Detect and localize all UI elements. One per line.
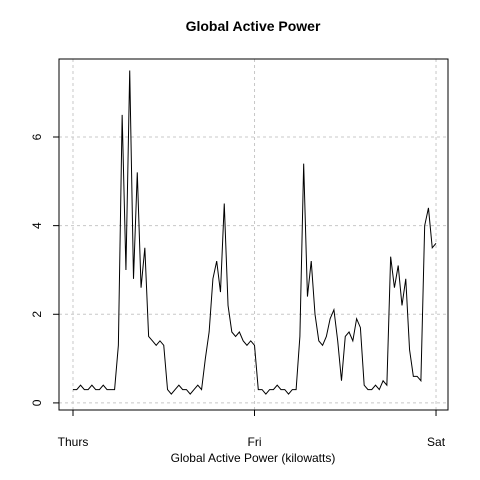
chart-title: Global Active Power (186, 18, 321, 34)
x-axis-label: Global Active Power (kilowatts) (171, 451, 336, 465)
y-tick-label: 2 (30, 311, 44, 318)
x-tick-label: Thurs (58, 435, 89, 449)
y-tick-label: 0 (30, 399, 44, 406)
y-tick-label: 4 (30, 222, 44, 229)
x-tick-label: Sat (427, 435, 446, 449)
plot-box (58, 58, 449, 411)
x-tick-label: Fri (248, 435, 262, 449)
line-series (72, 70, 437, 395)
y-tick-label: 6 (30, 133, 44, 140)
